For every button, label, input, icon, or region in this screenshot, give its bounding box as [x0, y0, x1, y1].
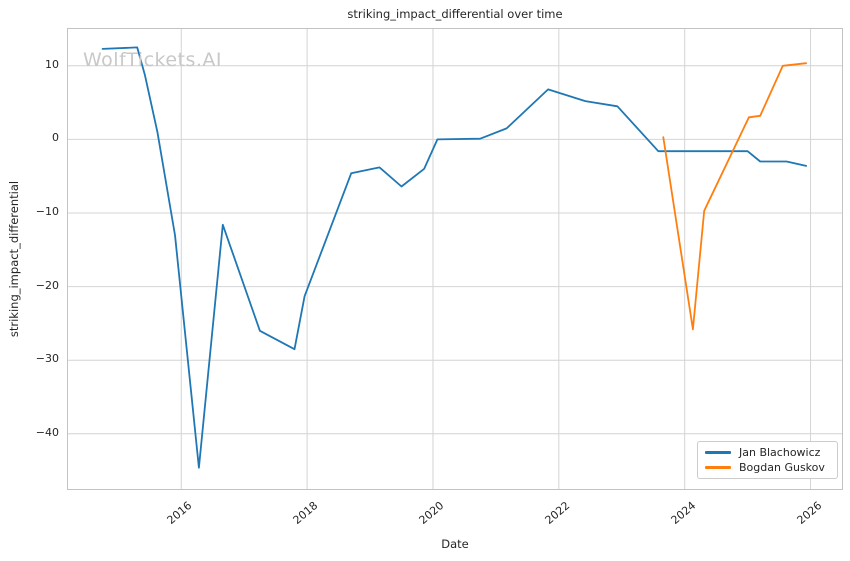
- watermark: WolfTickets.AI: [83, 49, 223, 71]
- x-axis-label: Date: [441, 537, 469, 551]
- legend: Jan Blachowicz Bogdan Guskov: [697, 441, 838, 479]
- chart-title: striking_impact_differential over time: [347, 7, 563, 21]
- series-line-bogdan-guskov: [662, 62, 807, 331]
- y-tick-label: 0: [52, 131, 59, 145]
- y-tick-label: −10: [35, 205, 59, 218]
- series-line-jan-blachowicz: [101, 46, 807, 469]
- x-tick-label: 2018: [290, 499, 321, 527]
- x-tick-label: 2020: [416, 499, 447, 527]
- legend-item: Jan Blachowicz: [705, 446, 830, 459]
- y-tick-label: 10: [45, 57, 59, 71]
- legend-line-swatch-bogdan-guskov: [705, 466, 731, 469]
- legend-line-swatch-jan-blachowicz: [705, 451, 731, 454]
- x-tick-label: 2024: [668, 499, 699, 527]
- plot-area: [67, 28, 843, 490]
- plot-canvas: [68, 29, 842, 489]
- legend-label: Bogdan Guskov: [739, 461, 825, 474]
- y-tick-label: −20: [35, 278, 59, 292]
- x-tick-label: 2022: [542, 499, 573, 527]
- y-tick-label: −30: [35, 352, 59, 366]
- x-tick-label: 2016: [164, 499, 195, 527]
- y-axis-label: striking_impact_differential: [7, 180, 21, 338]
- legend-item: Bogdan Guskov: [705, 461, 830, 474]
- x-tick-label: 2026: [794, 499, 824, 527]
- legend-label: Jan Blachowicz: [739, 446, 821, 459]
- y-tick-label: −40: [35, 425, 59, 439]
